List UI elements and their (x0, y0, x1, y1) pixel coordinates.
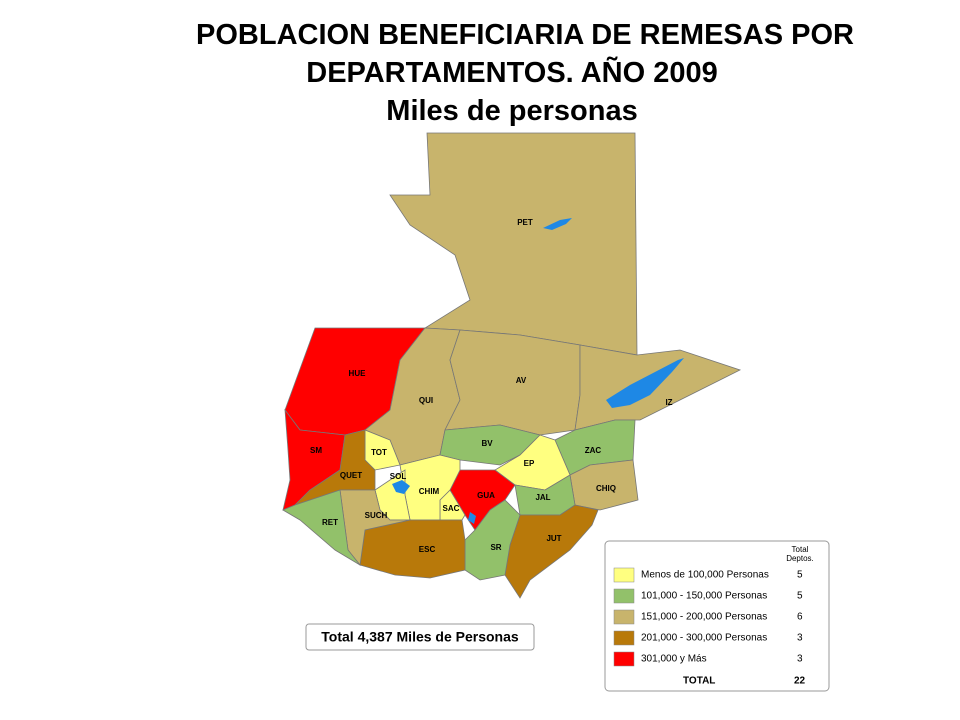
department-label: SR (490, 543, 501, 552)
legend-swatch (613, 651, 635, 667)
department-label: SM (310, 446, 322, 455)
total-box-text: Total 4,387 Miles de Personas (321, 629, 519, 645)
department-label: SUCH (365, 511, 388, 520)
lakes (392, 218, 684, 524)
department-label: ESC (419, 545, 436, 554)
legend-label: Menos de 100,000 Personas (641, 570, 769, 581)
department-label: GUA (477, 491, 495, 500)
legend-label: 151,000 - 200,000 Personas (641, 612, 767, 623)
total-box-frame (305, 623, 535, 651)
legend-label: 301,000 y Más (641, 654, 707, 665)
lake (606, 358, 684, 408)
department (389, 132, 638, 356)
total-box: Total 4,387 Miles de Personas (305, 623, 535, 651)
legend-header: Total (792, 545, 809, 554)
lake (543, 218, 572, 230)
legend-label: 201,000 - 300,000 Personas (641, 633, 767, 644)
department-label: QUI (419, 396, 433, 405)
legend-count: 6 (797, 612, 803, 623)
subtitle: Miles de personas (386, 95, 637, 127)
department (359, 519, 466, 579)
department-label: JUT (546, 534, 561, 543)
legend-label: 101,000 - 150,000 Personas (641, 591, 767, 602)
department (574, 344, 742, 431)
legend-swatch (613, 588, 635, 604)
department-label: TOT (371, 448, 387, 457)
title-line: POBLACION BENEFICIARIA DE REMESAS POR (196, 19, 854, 51)
legend-count: 3 (797, 633, 803, 644)
legend-swatch (613, 630, 635, 646)
department (444, 329, 581, 436)
department-label: AV (516, 376, 527, 385)
lake (392, 480, 410, 494)
legend-total: 22 (794, 676, 806, 687)
department-label: RET (322, 518, 338, 527)
title-line: DEPARTAMENTOS. AÑO 2009 (306, 55, 717, 89)
legend: Total Deptos. TOTAL 22 Menos de 100,000 … (604, 540, 830, 692)
department-label: BV (481, 439, 493, 448)
department-label: HUE (349, 369, 367, 378)
department-label: EP (524, 459, 535, 468)
department-label: CHIM (419, 487, 440, 496)
legend-frame (604, 540, 830, 692)
legend-count: 5 (797, 570, 803, 581)
department-label: QUET (340, 471, 362, 480)
department-label: JAL (535, 493, 550, 502)
lake (468, 512, 476, 524)
department-label: CHIQ (596, 484, 616, 493)
department-label: PET (517, 218, 533, 227)
department-label: SAC (443, 504, 460, 513)
legend-swatch (613, 567, 635, 583)
departments: PET HUE SM QUI AV IZ ZAC BV EP CHIQ JAL JUT GUA SR SAC… (282, 132, 742, 599)
legend-header: Deptos. (786, 554, 814, 563)
department-label: IZ (665, 398, 672, 407)
legend-swatch (613, 609, 635, 625)
department-label: SOL (390, 472, 407, 481)
department (282, 489, 361, 566)
legend-total-label: TOTAL (683, 676, 715, 687)
department-label: ZAC (585, 446, 602, 455)
legend-count: 3 (797, 654, 803, 665)
legend-count: 5 (797, 591, 803, 602)
